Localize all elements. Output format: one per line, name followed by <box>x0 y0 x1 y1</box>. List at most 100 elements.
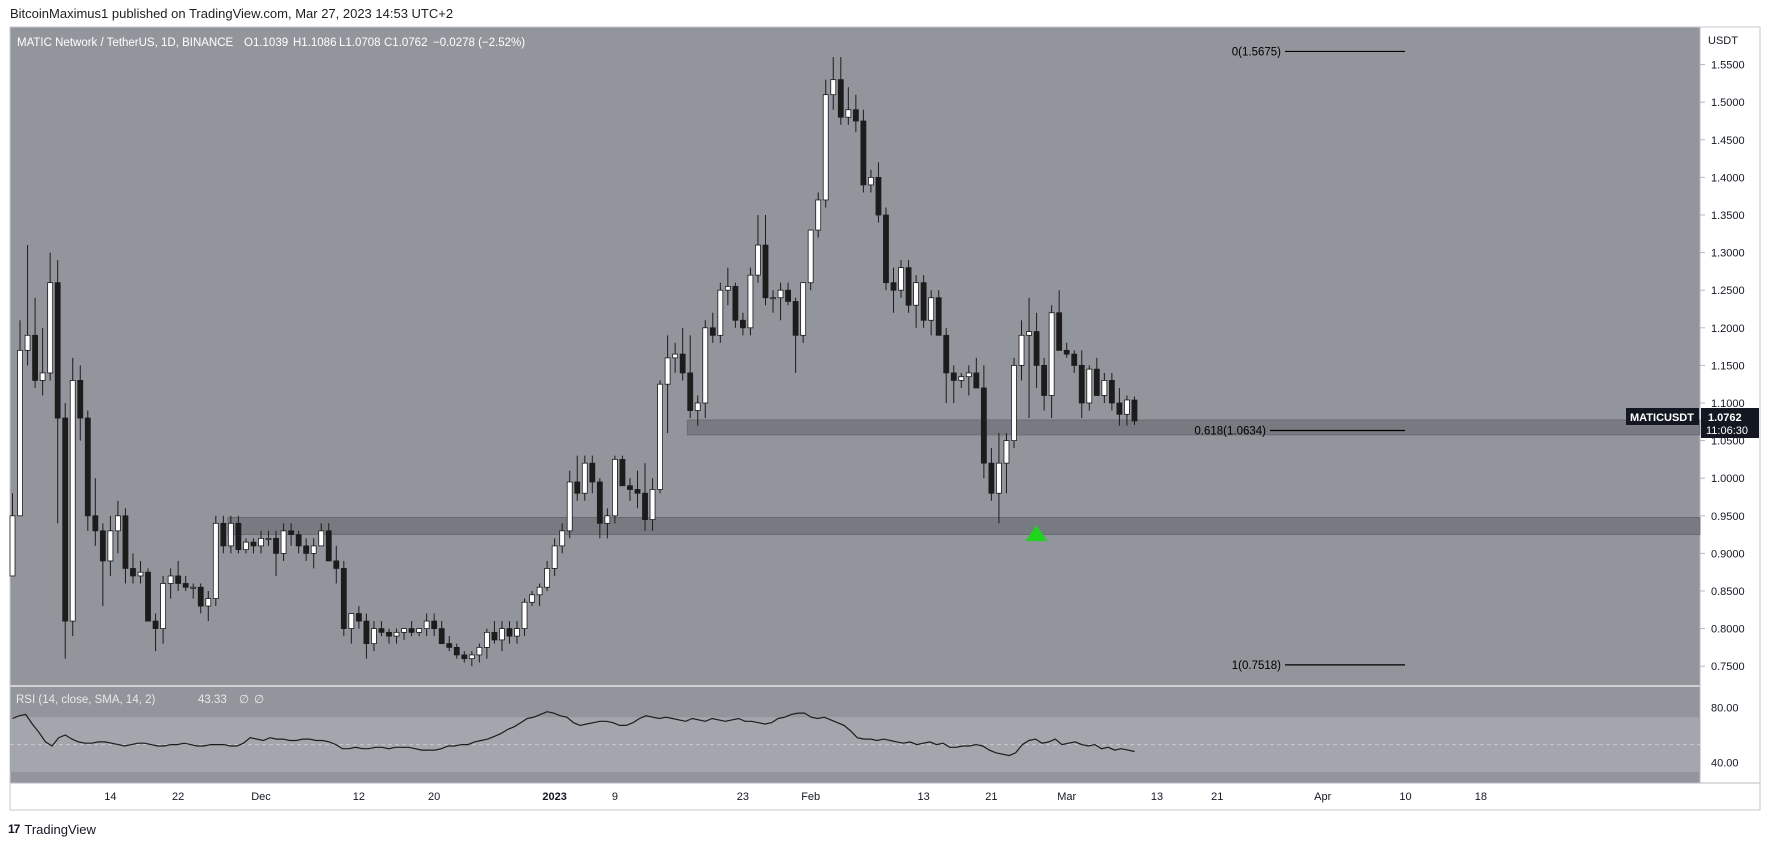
rsi-legend[interactable]: RSI (14, close, SMA, 14, 2) 43.33 ∅ ∅ <box>16 694 264 706</box>
candle <box>1018 320 1025 381</box>
candle-body <box>483 631 490 648</box>
candle-body <box>1093 368 1100 396</box>
candle <box>536 583 543 607</box>
candle-body <box>62 417 69 622</box>
candle <box>883 207 889 291</box>
price-tick-label: 1.3500 <box>1711 210 1745 222</box>
candle-body <box>566 481 573 532</box>
candle <box>1003 433 1010 494</box>
candle <box>1078 350 1085 419</box>
candle <box>401 628 407 640</box>
symbol-legend[interactable]: MATIC Network / TetherUS, 1D, BINANCE O1… <box>17 37 525 49</box>
candle <box>627 478 633 501</box>
candle <box>235 515 242 554</box>
candle <box>935 290 942 336</box>
candle <box>107 515 114 576</box>
candle <box>468 651 475 667</box>
candle-body <box>348 613 355 629</box>
candle <box>920 275 927 328</box>
candle-body <box>581 462 588 494</box>
candle-body <box>852 109 859 122</box>
candle-body <box>453 647 460 656</box>
candle-body <box>175 575 182 584</box>
candle <box>740 312 746 336</box>
candle <box>664 335 671 434</box>
footer-brand[interactable]: 17 TradingView <box>8 818 96 840</box>
time-tick-label: 21 <box>1211 791 1223 803</box>
price-tick-label: 0.8000 <box>1711 624 1745 636</box>
price-tick-label: 0.9500 <box>1711 511 1745 523</box>
candle-body <box>905 267 912 306</box>
candle <box>709 312 716 343</box>
candle <box>318 523 325 547</box>
candle <box>47 252 54 381</box>
candle-body <box>92 515 99 532</box>
candle-body <box>235 522 242 551</box>
candle <box>355 606 362 629</box>
fib-label-1: 0(1.5675) <box>1232 46 1281 58</box>
price-tick-label: 1.5000 <box>1711 97 1745 109</box>
candle-body <box>288 530 295 536</box>
candle-body <box>815 199 822 231</box>
candle <box>596 478 603 539</box>
candle-body <box>115 515 121 532</box>
candle <box>815 192 822 238</box>
candle <box>99 523 106 607</box>
support-zone-1 <box>686 419 1701 436</box>
candle <box>62 403 69 659</box>
candle <box>634 470 641 509</box>
candle <box>830 57 837 110</box>
candle-body <box>1003 440 1010 464</box>
legend-close: C1.0762 <box>384 37 427 49</box>
candle-body <box>694 402 701 411</box>
candle <box>717 282 724 343</box>
candle-body <box>1116 402 1123 415</box>
candle-body <box>672 353 679 359</box>
candle-body <box>401 628 407 633</box>
candle-body <box>39 372 46 381</box>
candle <box>340 560 347 637</box>
candle <box>1108 372 1115 411</box>
candle-body <box>980 387 987 464</box>
green-triangle-up-icon <box>1025 525 1048 542</box>
candle-body <box>54 282 61 419</box>
candle-body <box>860 120 867 186</box>
candle-body <box>544 568 551 588</box>
time-tick-label: 18 <box>1475 791 1487 803</box>
candle <box>1048 305 1055 419</box>
candle-body <box>792 301 799 336</box>
candle-body <box>627 485 633 490</box>
candle-body <box>1063 349 1070 355</box>
time-tick-label: 9 <box>612 791 618 803</box>
support-zones <box>227 419 1701 535</box>
price-pane-bg <box>10 27 1700 685</box>
time-tick-label: 23 <box>737 791 749 803</box>
candle-body <box>965 372 972 378</box>
time-tick-label: 10 <box>1399 791 1411 803</box>
candle-body <box>913 282 919 306</box>
candle-body <box>521 601 528 630</box>
candle <box>1124 395 1130 426</box>
time-tick-label: 12 <box>353 791 365 803</box>
candle-body <box>378 628 385 633</box>
candle-body <box>258 537 264 547</box>
candle-body <box>634 489 641 494</box>
candle <box>288 523 295 546</box>
time-tick-label: Dec <box>251 791 271 803</box>
price-tick-label: 1.3000 <box>1711 248 1745 260</box>
price-tick-label: 1.2000 <box>1711 323 1745 335</box>
candle <box>453 643 460 659</box>
candle-body <box>1071 353 1078 366</box>
candle <box>1033 312 1040 388</box>
candle <box>137 560 144 584</box>
candle-body <box>770 297 776 300</box>
candle-body <box>205 598 212 607</box>
price-tick-label: 1.0000 <box>1711 473 1745 485</box>
candle <box>17 320 23 517</box>
candle-body <box>393 631 400 637</box>
candle-body <box>724 286 731 291</box>
candle <box>1116 387 1123 426</box>
candle-body <box>1124 399 1130 415</box>
candle <box>175 560 182 591</box>
